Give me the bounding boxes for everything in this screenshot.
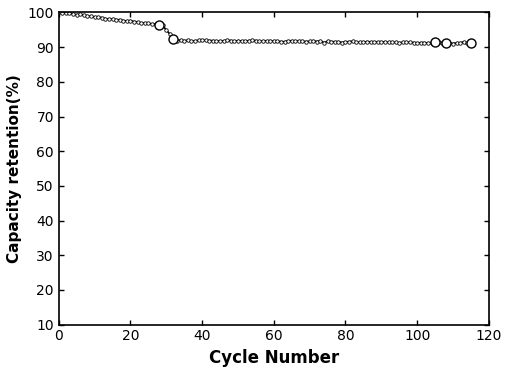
- Y-axis label: Capacity retention(%): Capacity retention(%): [7, 74, 22, 263]
- X-axis label: Cycle Number: Cycle Number: [209, 349, 339, 367]
